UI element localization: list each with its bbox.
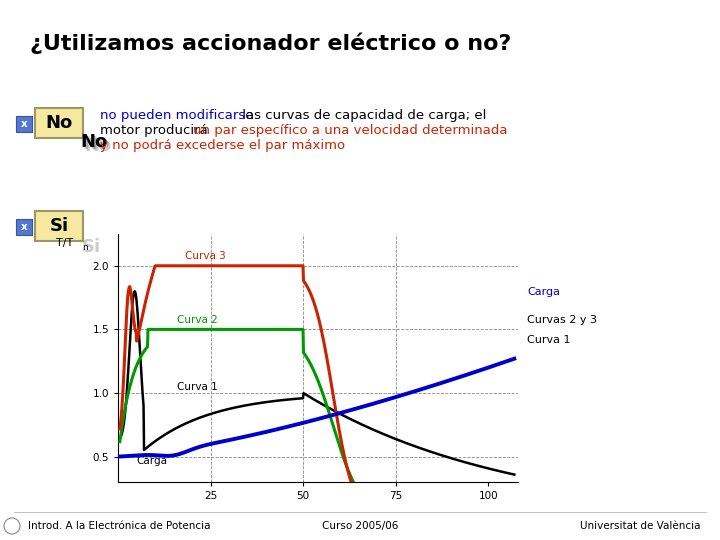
Text: Curvas 2 y 3: Curvas 2 y 3 (527, 315, 597, 325)
Text: Introd. A la Electrónica de Potencia: Introd. A la Electrónica de Potencia (28, 521, 210, 531)
Text: T/T: T/T (56, 238, 73, 248)
Text: No: No (82, 135, 109, 153)
Text: un par específico a una velocidad determinada: un par específico a una velocidad determ… (193, 124, 508, 137)
Text: Si: Si (82, 238, 101, 256)
Text: Carga: Carga (137, 456, 168, 466)
Text: Curva 1: Curva 1 (177, 382, 218, 393)
Text: Curva 3: Curva 3 (184, 252, 225, 261)
Bar (16, 116, 32, 132)
Text: x: x (21, 222, 27, 232)
Text: Curva 2: Curva 2 (177, 315, 218, 325)
Text: x: x (21, 119, 27, 129)
Text: n: n (83, 243, 89, 252)
Text: Curva 1: Curva 1 (527, 335, 570, 345)
FancyBboxPatch shape (35, 211, 83, 241)
Text: ¿Utilizamos accionador eléctrico o no?: ¿Utilizamos accionador eléctrico o no? (30, 32, 511, 53)
FancyBboxPatch shape (35, 108, 83, 138)
Text: las curvas de capacidad de carga; el: las curvas de capacidad de carga; el (238, 109, 487, 122)
Text: No: No (80, 133, 107, 151)
Text: Universitat de València: Universitat de València (580, 521, 700, 531)
Text: No: No (45, 114, 73, 132)
Text: Si: Si (50, 217, 68, 235)
Text: no pueden modificarse: no pueden modificarse (100, 109, 253, 122)
Text: motor producirá: motor producirá (100, 124, 212, 137)
Text: y no podrá excederse el par máximo: y no podrá excederse el par máximo (100, 139, 345, 152)
Text: Carga: Carga (527, 287, 560, 297)
Text: Curso 2005/06: Curso 2005/06 (322, 521, 398, 531)
Text: No: No (84, 137, 112, 155)
Bar (16, 219, 32, 235)
